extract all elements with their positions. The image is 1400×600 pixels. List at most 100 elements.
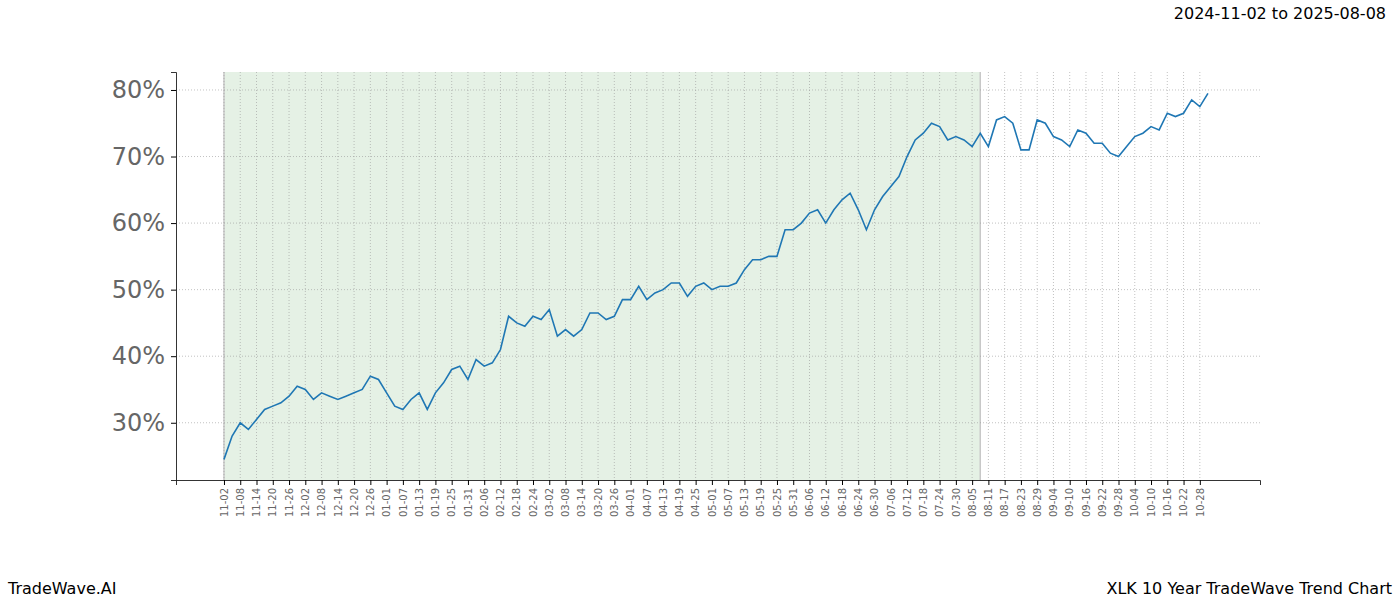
x-tick-mark <box>517 480 518 485</box>
x-tick-mark <box>1102 480 1103 485</box>
x-tick-label: 08-05 <box>967 488 978 517</box>
x-tick: 05-13 <box>739 480 750 517</box>
x-tick-mark <box>598 480 599 485</box>
grid-line-x <box>1037 72 1038 480</box>
x-tick-mark <box>809 480 810 485</box>
grid-line-x <box>223 72 224 480</box>
grid-line-x <box>1151 72 1152 480</box>
x-tick-mark <box>1151 480 1152 485</box>
x-tick: 11-26 <box>284 480 295 517</box>
x-tick-label: 01-01 <box>381 488 392 517</box>
x-tick-label: 05-13 <box>739 488 750 517</box>
x-tick-label: 06-18 <box>837 488 848 517</box>
x-tick-label: 04-07 <box>642 488 653 517</box>
x-tick-mark <box>1167 480 1168 485</box>
x-tick-mark <box>484 480 485 485</box>
x-tick-label: 10-16 <box>1162 488 1173 517</box>
y-tick-mark <box>171 223 176 224</box>
y-tick: 30% <box>112 409 176 437</box>
grid-line-x <box>614 72 615 480</box>
x-tick: 03-26 <box>609 480 620 517</box>
grid-line-x <box>711 72 712 480</box>
x-tick-label: 07-24 <box>934 488 945 517</box>
x-tick-mark <box>566 480 567 485</box>
grid-line-x <box>874 72 875 480</box>
x-tick: 11-14 <box>251 480 262 517</box>
x-tick-mark <box>744 480 745 485</box>
x-tick-label: 10-28 <box>1195 488 1206 517</box>
x-tick-mark <box>403 480 404 485</box>
x-tick: 01-07 <box>398 480 409 517</box>
y-tick-mark <box>171 423 176 424</box>
x-tick: 06-30 <box>869 480 880 517</box>
grid-line-x <box>842 72 843 480</box>
grid-line-x <box>1069 72 1070 480</box>
x-tick-mark <box>273 480 274 485</box>
x-tick-mark <box>793 480 794 485</box>
grid-line-x <box>516 72 517 480</box>
x-tick-label: 11-02 <box>219 488 230 517</box>
x-tick-mark <box>1021 480 1022 485</box>
x-tick-mark <box>305 480 306 485</box>
x-tick-label: 05-07 <box>723 488 734 517</box>
y-axis: 30%40%50%60%70%80% <box>112 73 177 481</box>
grid-line-x <box>321 72 322 480</box>
y-tick: 60% <box>112 209 176 237</box>
x-tick: 07-30 <box>951 480 962 517</box>
x-tick: 11-20 <box>267 480 278 517</box>
grid-line-x <box>1183 72 1184 480</box>
x-tick-mark <box>257 480 258 485</box>
x-tick-label: 10-22 <box>1178 488 1189 517</box>
x-tick-label: 06-12 <box>820 488 831 517</box>
x-tick-label: 04-01 <box>625 488 636 517</box>
trend-line <box>224 93 1208 459</box>
grid-line-x <box>939 72 940 480</box>
grid-line-x <box>402 72 403 480</box>
x-tick-mark <box>679 480 680 485</box>
x-tick-mark <box>387 480 388 485</box>
x-tick-label: 03-26 <box>609 488 620 517</box>
x-tick-mark <box>1086 480 1087 485</box>
x-tick-label: 01-25 <box>446 488 457 517</box>
x-tick-label: 07-18 <box>918 488 929 517</box>
x-tick-mark <box>923 480 924 485</box>
grid-line-x <box>663 72 664 480</box>
x-tick: 05-07 <box>723 480 734 517</box>
grid-line-x <box>1134 72 1135 480</box>
grid-line-x <box>354 72 355 480</box>
x-tick-label: 04-13 <box>658 488 669 517</box>
shaded-range <box>224 72 980 480</box>
x-tick-label: 09-22 <box>1097 488 1108 517</box>
grid-line-x <box>679 72 680 480</box>
grid-line-x <box>776 72 777 480</box>
grid-line-x <box>1102 72 1103 480</box>
x-tick-label: 03-08 <box>560 488 571 517</box>
x-tick: 10-04 <box>1129 480 1140 517</box>
y-tick-mark <box>171 356 176 357</box>
grid-line-y <box>176 422 1260 423</box>
x-tick-mark <box>1119 480 1120 485</box>
grid-line-y <box>176 156 1260 157</box>
grid-line-x <box>451 72 452 480</box>
grid-line-x <box>825 72 826 480</box>
grid-line-x <box>435 72 436 480</box>
x-tick-label: 12-08 <box>316 488 327 517</box>
x-tick: 08-05 <box>967 480 978 517</box>
x-tick: 04-07 <box>642 480 653 517</box>
x-tick: 06-06 <box>804 480 815 517</box>
x-tick-mark <box>728 480 729 485</box>
x-tick-mark <box>712 480 713 485</box>
x-tick: 04-01 <box>625 480 636 517</box>
x-tick-label: 12-26 <box>365 488 376 517</box>
x-tick-label: 05-19 <box>755 488 766 517</box>
grid-line-x <box>1167 72 1168 480</box>
x-tick: 02-06 <box>479 480 490 517</box>
x-tick-label: 07-06 <box>886 488 897 517</box>
grid-line-x <box>240 72 241 480</box>
x-tick-label: 02-24 <box>528 488 539 517</box>
x-tick: 05-25 <box>772 480 783 517</box>
x-tick: 02-12 <box>495 480 506 517</box>
x-tick-mark <box>1135 480 1136 485</box>
x-tick: 09-22 <box>1097 480 1108 517</box>
x-tick-mark <box>1184 480 1185 485</box>
